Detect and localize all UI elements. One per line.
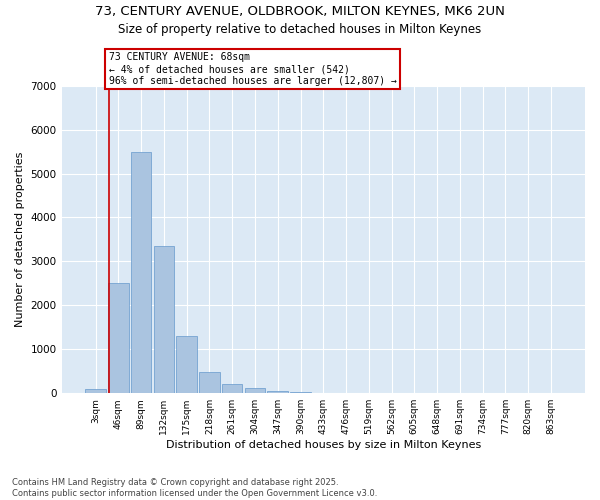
Bar (176, 336, 197, 393)
Text: 73 CENTURY AVENUE: 68sqm
← 4% of detached houses are smaller (542)
96% of semi-d: 73 CENTURY AVENUE: 68sqm ← 4% of detache… (109, 52, 397, 86)
Y-axis label: Number of detached properties: Number of detached properties (15, 152, 25, 327)
Bar (268, 391, 288, 393)
Bar (108, 282, 128, 393)
Bar (85, 389, 106, 393)
Bar (199, 372, 220, 393)
X-axis label: Distribution of detached houses by size in Milton Keynes: Distribution of detached houses by size … (166, 440, 481, 450)
Bar (245, 388, 265, 393)
Text: Size of property relative to detached houses in Milton Keynes: Size of property relative to detached ho… (118, 22, 482, 36)
Bar (154, 246, 174, 393)
Bar (290, 392, 311, 393)
Bar (131, 152, 151, 393)
Text: 73, CENTURY AVENUE, OLDBROOK, MILTON KEYNES, MK6 2UN: 73, CENTURY AVENUE, OLDBROOK, MILTON KEY… (95, 5, 505, 18)
Bar (222, 384, 242, 393)
Text: Contains HM Land Registry data © Crown copyright and database right 2025.
Contai: Contains HM Land Registry data © Crown c… (12, 478, 377, 498)
